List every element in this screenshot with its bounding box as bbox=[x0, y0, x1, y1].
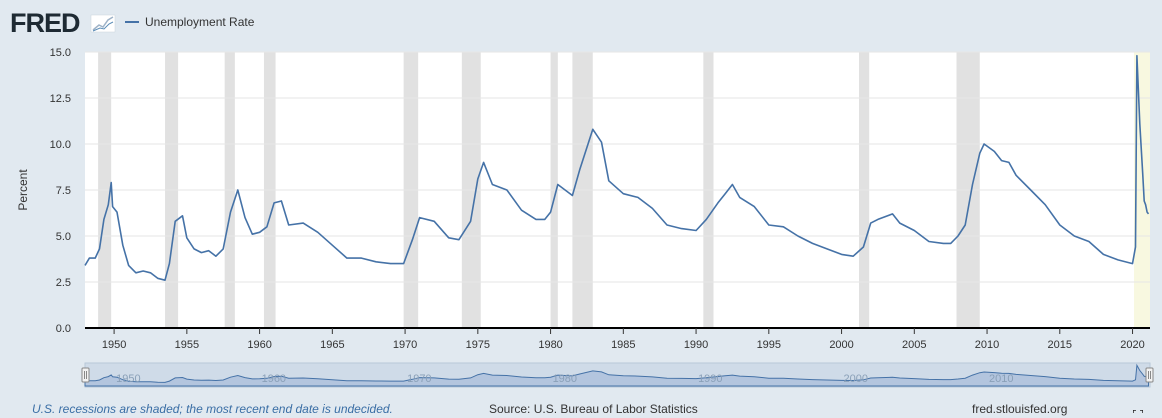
navigator-label: 1960 bbox=[262, 373, 286, 385]
fred-logo-text: FRED bbox=[10, 8, 80, 38]
series-line-unemployment-rate bbox=[84, 54, 1150, 281]
x-tick-label: 1990 bbox=[684, 339, 708, 351]
gridlines bbox=[85, 51, 1150, 283]
navigator-label: 1950 bbox=[116, 373, 140, 385]
x-tick-label: 1950 bbox=[102, 339, 126, 351]
x-tick-label: 1975 bbox=[466, 339, 490, 351]
x-tick-label: 2005 bbox=[902, 339, 926, 351]
y-tick-label: 10.0 bbox=[50, 139, 71, 151]
y-tick-label: 0.0 bbox=[56, 323, 71, 335]
x-axis-ticks: 1950 1955 1960 1965 1970 1975 1980 1985 1990 1995… bbox=[102, 328, 1145, 351]
x-tick-label: 1970 bbox=[393, 339, 417, 351]
recession-note: U.S. recessions are shaded; the most rec… bbox=[32, 402, 393, 416]
y-tick-label: 15.0 bbox=[50, 47, 71, 59]
y-axis-ticks: 0.0 2.5 5.0 7.5 10.0 12.5 15.0 bbox=[50, 47, 71, 335]
x-tick-label: 2015 bbox=[1048, 339, 1072, 351]
navigator-labels: 1950 1960 1970 1980 1990 2000 2010 bbox=[116, 373, 1013, 385]
navigator-label: 1990 bbox=[698, 373, 722, 385]
source-text: Source: U.S. Bureau of Labor Statistics bbox=[489, 402, 698, 416]
y-tick-label: 12.5 bbox=[50, 93, 71, 105]
fred-logo[interactable]: FRED bbox=[10, 8, 116, 38]
x-tick-label: 1985 bbox=[611, 339, 635, 351]
x-tick-label: 1980 bbox=[538, 339, 562, 351]
x-tick-label: 1965 bbox=[320, 339, 344, 351]
x-tick-label: 2000 bbox=[829, 339, 853, 351]
navigator-left-handle[interactable] bbox=[81, 367, 90, 383]
x-tick-label: 2010 bbox=[975, 339, 999, 351]
x-tick-label: 2020 bbox=[1120, 339, 1144, 351]
x-tick-label: 1995 bbox=[757, 339, 781, 351]
y-tick-label: 2.5 bbox=[56, 277, 71, 289]
y-tick-label: 7.5 bbox=[56, 185, 71, 197]
legend: Unemployment Rate bbox=[125, 15, 255, 29]
fullscreen-icon[interactable] bbox=[1133, 410, 1143, 418]
y-tick-label: 5.0 bbox=[56, 231, 71, 243]
navigator-right-handle[interactable] bbox=[1145, 367, 1154, 383]
legend-label: Unemployment Rate bbox=[145, 15, 255, 29]
navigator-label: 1970 bbox=[407, 373, 431, 385]
navigator-label: 2010 bbox=[989, 373, 1013, 385]
x-tick-label: 1955 bbox=[175, 339, 199, 351]
fred-logo-graph-icon bbox=[90, 14, 116, 33]
y-axis-title: Percent bbox=[16, 169, 30, 211]
x-tick-label: 1960 bbox=[247, 339, 271, 351]
navigator-label: 1980 bbox=[553, 373, 577, 385]
range-navigator[interactable]: 1950 1960 1970 1980 1990 2000 2010 bbox=[81, 362, 1154, 388]
navigator-area bbox=[84, 363, 1149, 387]
site-link[interactable]: fred.stlouisfed.org bbox=[972, 402, 1068, 416]
navigator-label: 2000 bbox=[844, 373, 868, 385]
